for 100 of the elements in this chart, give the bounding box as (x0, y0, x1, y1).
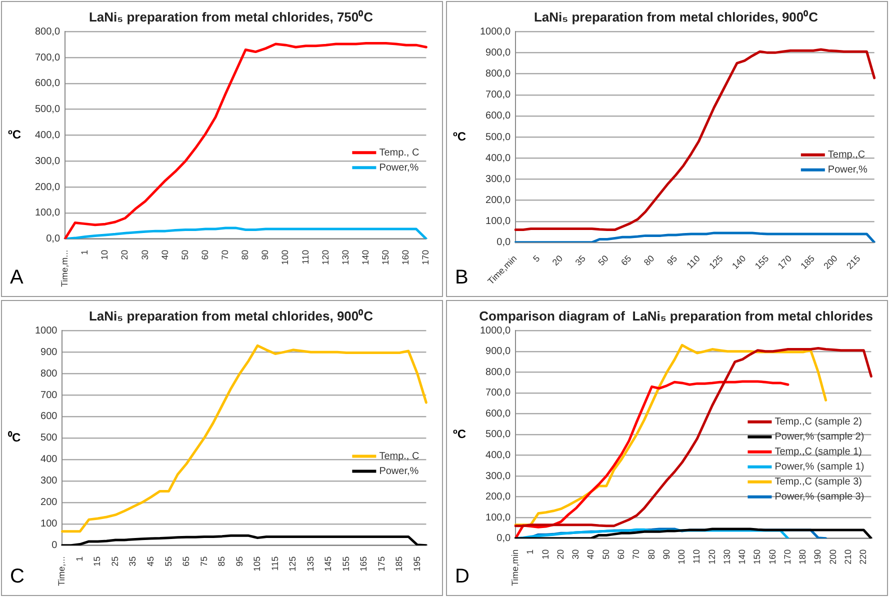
x-tick-label: 60 (616, 549, 626, 560)
y-axis-title: ºC (453, 129, 466, 144)
x-tick-label: 50 (180, 250, 190, 260)
x-tick-label: 50 (596, 253, 610, 268)
x-tick-label: 100 (280, 250, 290, 265)
x-tick-label: 115 (270, 556, 280, 571)
x-tick-label: 70 (220, 250, 230, 260)
x-tick-label: 5 (531, 253, 542, 264)
x-tick-label: 130 (340, 250, 350, 265)
x-tick-label: 65 (619, 253, 634, 268)
y-tick-label: 300,0 (486, 470, 512, 482)
y-tick-label: 200,0 (486, 195, 512, 206)
x-tick-label: 145 (323, 556, 334, 572)
y-tick-label: 200,0 (486, 492, 512, 503)
y-tick-label: 400,0 (34, 130, 60, 141)
x-tick-label: 100 (676, 549, 687, 564)
y-axis-title: ºC (8, 128, 22, 142)
y-tick-label: 400,0 (486, 450, 512, 461)
x-tick-label: 140 (360, 250, 370, 265)
x-tick-label: 70 (631, 549, 642, 560)
y-tick-label: 800,0 (486, 366, 512, 378)
text: D (455, 566, 470, 588)
x-tick-label: 90 (260, 250, 270, 260)
x-tick-label: 140 (730, 253, 748, 272)
x-tick-label: 65 (181, 556, 192, 566)
y-tick-label: 300 (40, 476, 58, 487)
x-tick-label: 125 (707, 253, 725, 272)
legend-label: Temp., C (379, 450, 420, 462)
text: C (10, 566, 24, 588)
x-tick-label: 215 (844, 253, 862, 272)
x-tick-label: 25 (110, 556, 120, 566)
x-tick-label: 80 (642, 253, 656, 268)
x-tick-label: 130 (722, 549, 732, 564)
y-tick-label: 500,0 (486, 132, 512, 143)
x-tick-label: 35 (573, 253, 588, 268)
x-tick-label: 200 (822, 253, 840, 272)
y-tick-label: 500,0 (486, 429, 512, 440)
y-tick-label: 800,0 (34, 26, 60, 38)
legend-label: Temp.,C (sample 3) (774, 476, 862, 488)
x-tick-label: 110 (692, 549, 702, 564)
legend-label: Power,% (sample 2) (774, 432, 864, 443)
x-tick-label: 75 (198, 556, 209, 566)
x-tick-label: 30 (140, 250, 150, 260)
y-tick-label: 200 (40, 497, 58, 508)
y-tick-label: 1000,0 (480, 325, 512, 336)
x-tick-label: 160 (767, 549, 778, 564)
y-tick-label: 100 (40, 518, 58, 530)
x-tick-label: 170 (782, 549, 792, 564)
x-tick-label: 10 (540, 549, 550, 560)
x-tick-label: 180 (798, 549, 808, 564)
legend-label: Power,% (379, 466, 419, 477)
y-axis-title: ºC (453, 426, 466, 441)
y-tick-label: 0,0 (496, 533, 512, 544)
x-tick-label: 55 (163, 556, 174, 566)
y-tick-label: 400,0 (486, 152, 512, 164)
x-tick-label: 155 (752, 253, 771, 272)
x-tick-label: 170 (776, 253, 794, 272)
y-tick-label: 300,0 (34, 156, 60, 167)
x-tick-label: 1 (525, 549, 536, 554)
x-tick-label: Time,min (510, 549, 520, 586)
y-tick-label: 1000 (34, 325, 58, 336)
legend-label: Temp., C (379, 147, 420, 158)
y-tick-label: 200,0 (34, 182, 60, 193)
text: B (455, 266, 468, 289)
x-tick-label: 200 (828, 549, 838, 564)
x-tick-label: 185 (394, 556, 404, 572)
x-tick-label: 120 (706, 549, 717, 564)
y-tick-label: 0 (52, 540, 58, 552)
x-tick-label: 40 (160, 250, 170, 260)
x-tick-label: 80 (240, 250, 250, 260)
chart-title: LaNi₅ preparation from metal chlorides, 900⁰C (88, 308, 374, 324)
y-tick-label: 400 (40, 454, 58, 466)
y-tick-label: 100,0 (486, 216, 512, 228)
legend-label: Power,% (379, 162, 419, 174)
x-tick-label: 1 (74, 556, 84, 562)
x-tick-label: 110 (300, 250, 310, 264)
x-tick-label: 30 (570, 549, 581, 560)
legend-label: Power,% (sample 1) (774, 462, 864, 473)
x-tick-label: 185 (798, 253, 816, 272)
y-tick-label: 700 (40, 390, 58, 401)
chart-title: Comparison diagram of LaNi₅ preparation from metal chlorides (479, 308, 873, 324)
y-tick-label: 0,0 (46, 234, 60, 245)
y-tick-label: 500 (40, 432, 58, 444)
y-tick-label: 0,0 (496, 237, 512, 248)
x-tick-label: 160 (400, 250, 411, 265)
legend-label: Temp.,C (sample 2) (774, 416, 862, 428)
x-tick-label: 20 (120, 250, 130, 260)
y-tick-label: 600 (40, 411, 58, 422)
x-tick-label: 60 (200, 250, 210, 260)
x-tick-label: 1 (80, 250, 90, 255)
x-tick-label: 190 (812, 549, 823, 564)
y-tick-label: 700,0 (34, 52, 60, 64)
x-tick-label: 10 (100, 250, 110, 260)
x-tick-label: 90 (661, 549, 672, 560)
x-tick-label: 150 (380, 250, 391, 265)
x-tick-label: 125 (288, 556, 298, 572)
x-tick-label: Time,... (56, 556, 67, 586)
y-tick-label: 300,0 (486, 174, 512, 185)
x-tick-label: 220 (858, 549, 868, 564)
y-tick-label: 700,0 (486, 388, 512, 399)
